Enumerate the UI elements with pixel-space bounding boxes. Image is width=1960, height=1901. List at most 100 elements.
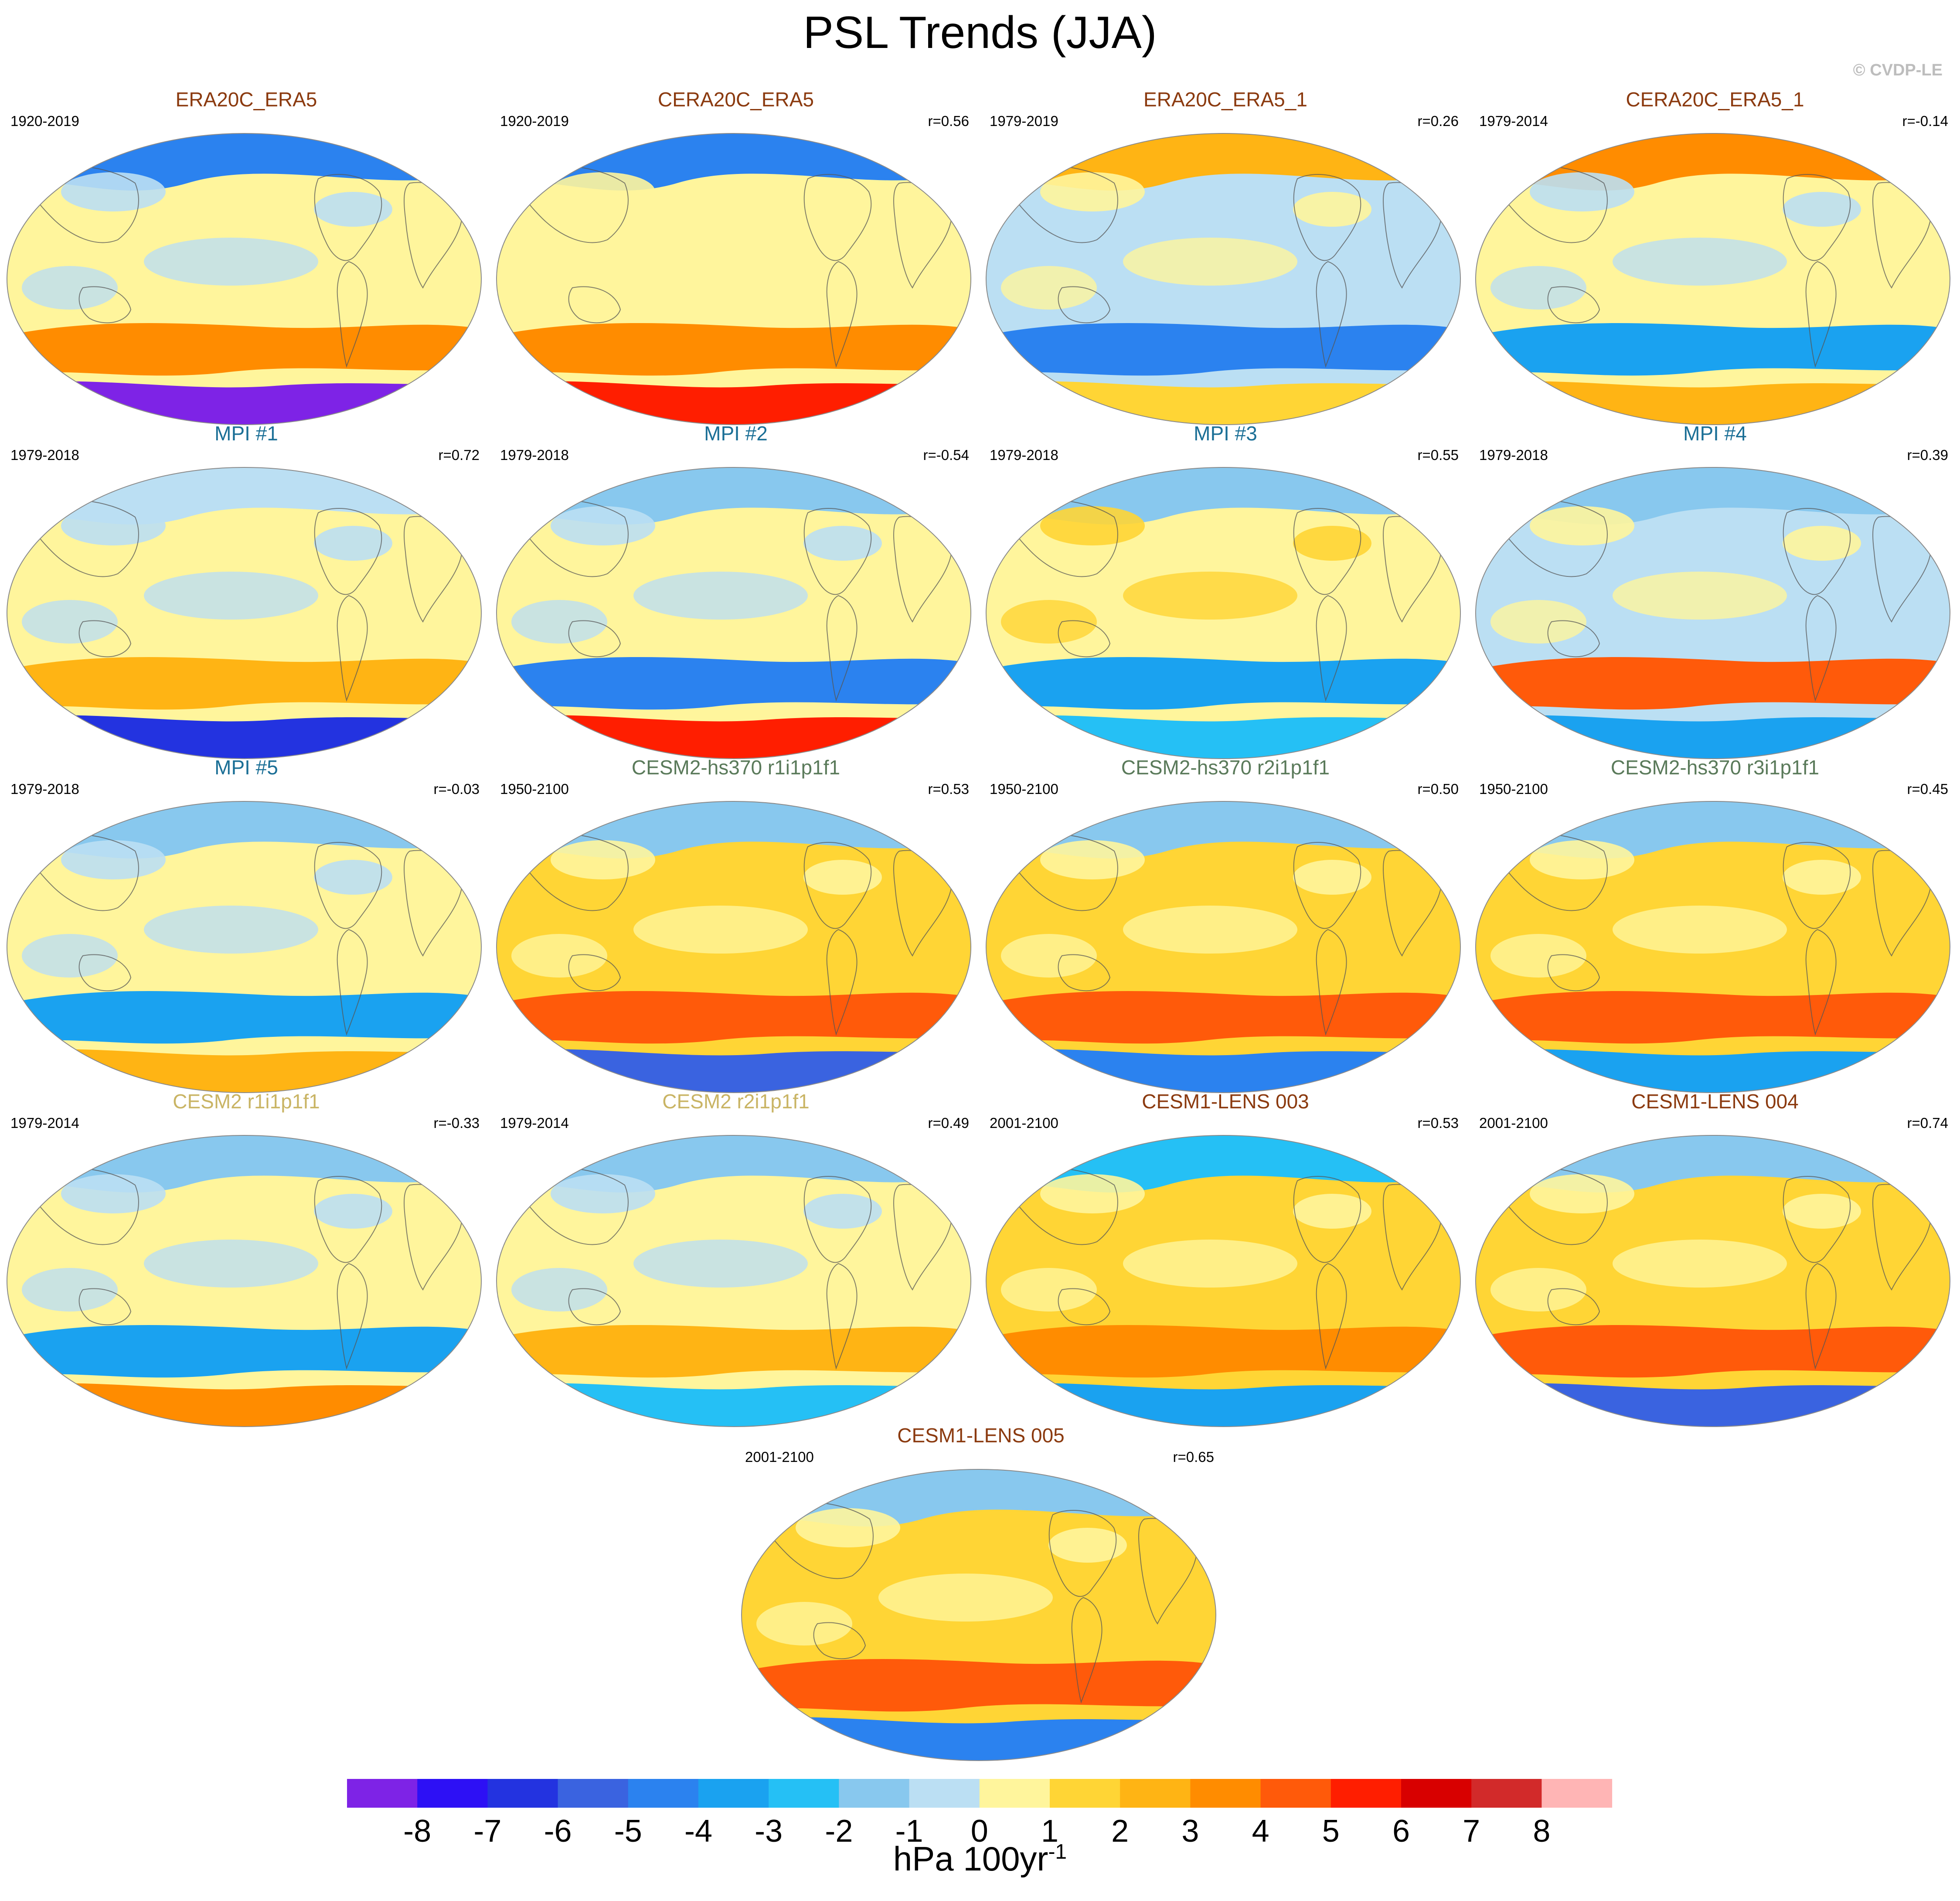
panel-period: 2001-2100: [990, 1115, 1058, 1131]
colorbar-swatch: [1401, 1779, 1472, 1808]
panel-period: 1979-2014: [10, 1115, 79, 1131]
panel-correlation: r=0.49: [928, 1115, 970, 1131]
map-panel: CESM1-LENS 004 2001-2100 r=0.74: [1473, 1089, 1957, 1427]
panel-period: 1979-2018: [1479, 447, 1548, 463]
map-plot: [7, 133, 482, 425]
panel-title: CESM2 r2i1p1f1: [662, 1090, 810, 1113]
panel-period: 1979-2014: [500, 1115, 569, 1131]
map-plot: [741, 1469, 1216, 1761]
panel-title: MPI #5: [214, 756, 278, 779]
map-panel: CERA20C_ERA5 1920-2019 r=0.56: [494, 87, 978, 425]
panel-title: MPI #1: [214, 422, 278, 445]
credit-label: © CVDP-LE: [1853, 61, 1943, 79]
panel-period: 1979-2018: [500, 447, 569, 463]
panel-period: 2001-2100: [745, 1449, 814, 1465]
panel-correlation: r=-0.14: [1902, 113, 1948, 129]
panel-correlation: r=0.53: [1417, 1115, 1459, 1131]
map-plot: [496, 801, 971, 1093]
panel-period: 1950-2100: [1479, 781, 1548, 797]
panel-correlation: r=0.26: [1417, 113, 1459, 129]
map-panel: CESM2 r1i1p1f1 1979-2014 r=-0.33: [4, 1089, 488, 1427]
map-panel: CESM2-hs370 r2i1p1f1 1950-2100 r=0.50: [983, 755, 1467, 1093]
map-panel: MPI #5 1979-2018 r=-0.03: [4, 755, 488, 1093]
colorbar-swatch: [769, 1779, 839, 1808]
colorbar-swatch: [417, 1779, 488, 1808]
panel-period: 1979-2018: [990, 447, 1058, 463]
map-plot: [1475, 801, 1950, 1093]
map-panel: CERA20C_ERA5_1 1979-2014 r=-0.14: [1473, 87, 1957, 425]
panel-correlation: r=0.56: [928, 113, 970, 129]
map-plot: [496, 467, 971, 759]
map-plot: [1475, 467, 1950, 759]
panel-period: 2001-2100: [1479, 1115, 1548, 1131]
colorbar-swatch: [558, 1779, 629, 1808]
panel-period: 1920-2019: [500, 113, 569, 129]
map-plot: [986, 467, 1461, 759]
page-title: PSL Trends (JJA): [803, 7, 1157, 58]
map-plot: [986, 801, 1461, 1093]
panel-period: 1979-2014: [1479, 113, 1548, 129]
panel-title: CERA20C_ERA5: [658, 88, 814, 111]
panel-correlation: r=-0.33: [433, 1115, 480, 1131]
panel-title: ERA20C_ERA5: [175, 88, 317, 111]
map-panel: MPI #3 1979-2018 r=0.55: [983, 421, 1467, 759]
panel-title: CESM1-LENS 003: [1142, 1090, 1309, 1113]
map-plot: [7, 801, 482, 1093]
panel-correlation: r=0.45: [1907, 781, 1949, 797]
colorbar-swatch: [1050, 1779, 1120, 1808]
map-panel: ERA20C_ERA5 1920-2019: [4, 87, 488, 425]
map-plot: [7, 467, 482, 759]
map-plot: [1475, 133, 1950, 425]
panel-title: CESM1-LENS 005: [897, 1424, 1065, 1447]
panel-correlation: r=-0.03: [433, 781, 480, 797]
panel-correlation: r=0.39: [1907, 447, 1949, 463]
panel-period: 1920-2019: [10, 113, 79, 129]
panel-title: ERA20C_ERA5_1: [1143, 88, 1307, 111]
colorbar-swatch: [487, 1779, 558, 1808]
panel-period: 1979-2018: [10, 781, 79, 797]
map-plot: [1475, 1135, 1950, 1427]
panel-title: CESM2-hs370 r2i1p1f1: [1121, 756, 1330, 779]
map-panel: MPI #2 1979-2018 r=-0.54: [494, 421, 978, 759]
colorbar-swatch: [909, 1779, 980, 1808]
map-panel: CESM2-hs370 r1i1p1f1 1950-2100 r=0.53: [494, 755, 978, 1093]
map-plot: [986, 1135, 1461, 1427]
panel-title: CERA20C_ERA5_1: [1626, 88, 1804, 111]
map-plot: [7, 1135, 482, 1427]
colorbar-swatch: [1541, 1779, 1613, 1808]
panel-period: 1950-2100: [500, 781, 569, 797]
panel-title: CESM2-hs370 r1i1p1f1: [631, 756, 840, 779]
colorbar-swatch: [979, 1779, 1050, 1808]
colorbar-swatch: [839, 1779, 910, 1808]
map-panel: CESM2-hs370 r3i1p1f1 1950-2100 r=0.45: [1473, 755, 1957, 1093]
panel-title: CESM2-hs370 r3i1p1f1: [1610, 756, 1820, 779]
colorbar-swatch: [1330, 1779, 1402, 1808]
panel-correlation: r=0.55: [1417, 447, 1459, 463]
map-panel: ERA20C_ERA5_1 1979-2019 r=0.26: [983, 87, 1467, 425]
map-plot: [496, 1135, 971, 1427]
colorbar-swatch: [1120, 1779, 1191, 1808]
colorbar-swatch: [1260, 1779, 1331, 1808]
panel-title: MPI #2: [704, 422, 768, 445]
panel-title: CESM2 r1i1p1f1: [173, 1090, 320, 1113]
panel-title: MPI #4: [1683, 422, 1747, 445]
colorbar-swatch: [1190, 1779, 1261, 1808]
colorbar-swatch: [698, 1779, 769, 1808]
panel-period: 1979-2018: [10, 447, 79, 463]
colorbar-units: hPa 100yr-1: [893, 1840, 1067, 1878]
map-plot: [496, 133, 971, 425]
panel-correlation: r=0.74: [1907, 1115, 1949, 1131]
panel-correlation: r=0.53: [928, 781, 970, 797]
map-panel: CESM2 r2i1p1f1 1979-2014 r=0.49: [494, 1089, 978, 1427]
panel-correlation: r=-0.54: [923, 447, 969, 463]
map-panel: CESM1-LENS 003 2001-2100 r=0.53: [983, 1089, 1467, 1427]
panel-correlation: r=0.65: [1173, 1449, 1215, 1465]
panel-period: 1979-2019: [990, 113, 1058, 129]
panel-title: MPI #3: [1194, 422, 1257, 445]
panel-period: 1950-2100: [990, 781, 1058, 797]
panel-correlation: r=0.72: [438, 447, 480, 463]
colorbar-swatch: [628, 1779, 699, 1808]
map-panel: CESM1-LENS 005 2001-2100 r=0.65: [739, 1423, 1223, 1761]
panel-correlation: r=0.50: [1417, 781, 1459, 797]
map-panel: MPI #4 1979-2018 r=0.39: [1473, 421, 1957, 759]
